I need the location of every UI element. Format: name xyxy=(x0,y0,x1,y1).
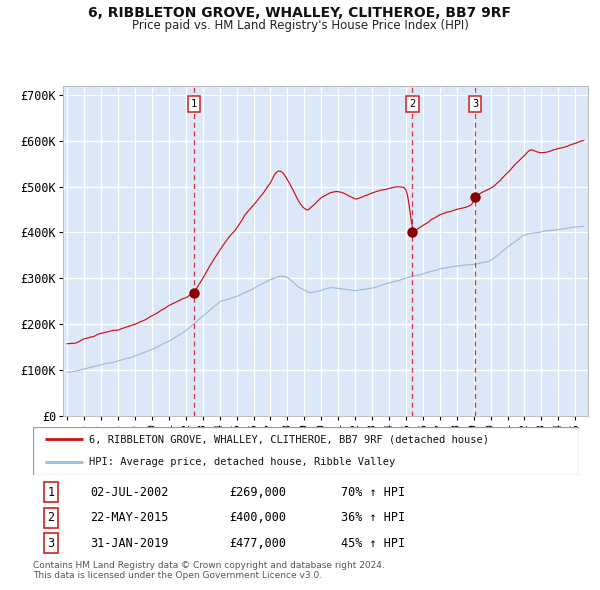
Text: HPI: Average price, detached house, Ribble Valley: HPI: Average price, detached house, Ribb… xyxy=(89,457,395,467)
Text: 36% ↑ HPI: 36% ↑ HPI xyxy=(341,511,406,525)
Text: Contains HM Land Registry data © Crown copyright and database right 2024.: Contains HM Land Registry data © Crown c… xyxy=(33,560,385,569)
Text: 3: 3 xyxy=(47,537,55,550)
Text: 31-JAN-2019: 31-JAN-2019 xyxy=(91,537,169,550)
Text: 1: 1 xyxy=(47,486,55,499)
Text: 2: 2 xyxy=(409,99,416,109)
Text: 22-MAY-2015: 22-MAY-2015 xyxy=(91,511,169,525)
Text: £400,000: £400,000 xyxy=(230,511,287,525)
Text: £477,000: £477,000 xyxy=(230,537,287,550)
FancyBboxPatch shape xyxy=(33,427,579,475)
Text: 70% ↑ HPI: 70% ↑ HPI xyxy=(341,486,406,499)
Text: This data is licensed under the Open Government Licence v3.0.: This data is licensed under the Open Gov… xyxy=(33,571,322,579)
Text: 3: 3 xyxy=(472,99,478,109)
Text: 6, RIBBLETON GROVE, WHALLEY, CLITHEROE, BB7 9RF: 6, RIBBLETON GROVE, WHALLEY, CLITHEROE, … xyxy=(89,6,511,20)
Text: 6, RIBBLETON GROVE, WHALLEY, CLITHEROE, BB7 9RF (detached house): 6, RIBBLETON GROVE, WHALLEY, CLITHEROE, … xyxy=(89,434,488,444)
Text: £269,000: £269,000 xyxy=(230,486,287,499)
Text: 45% ↑ HPI: 45% ↑ HPI xyxy=(341,537,406,550)
Text: 1: 1 xyxy=(191,99,197,109)
Text: Price paid vs. HM Land Registry's House Price Index (HPI): Price paid vs. HM Land Registry's House … xyxy=(131,19,469,32)
Text: 2: 2 xyxy=(47,511,55,525)
Text: 02-JUL-2002: 02-JUL-2002 xyxy=(91,486,169,499)
